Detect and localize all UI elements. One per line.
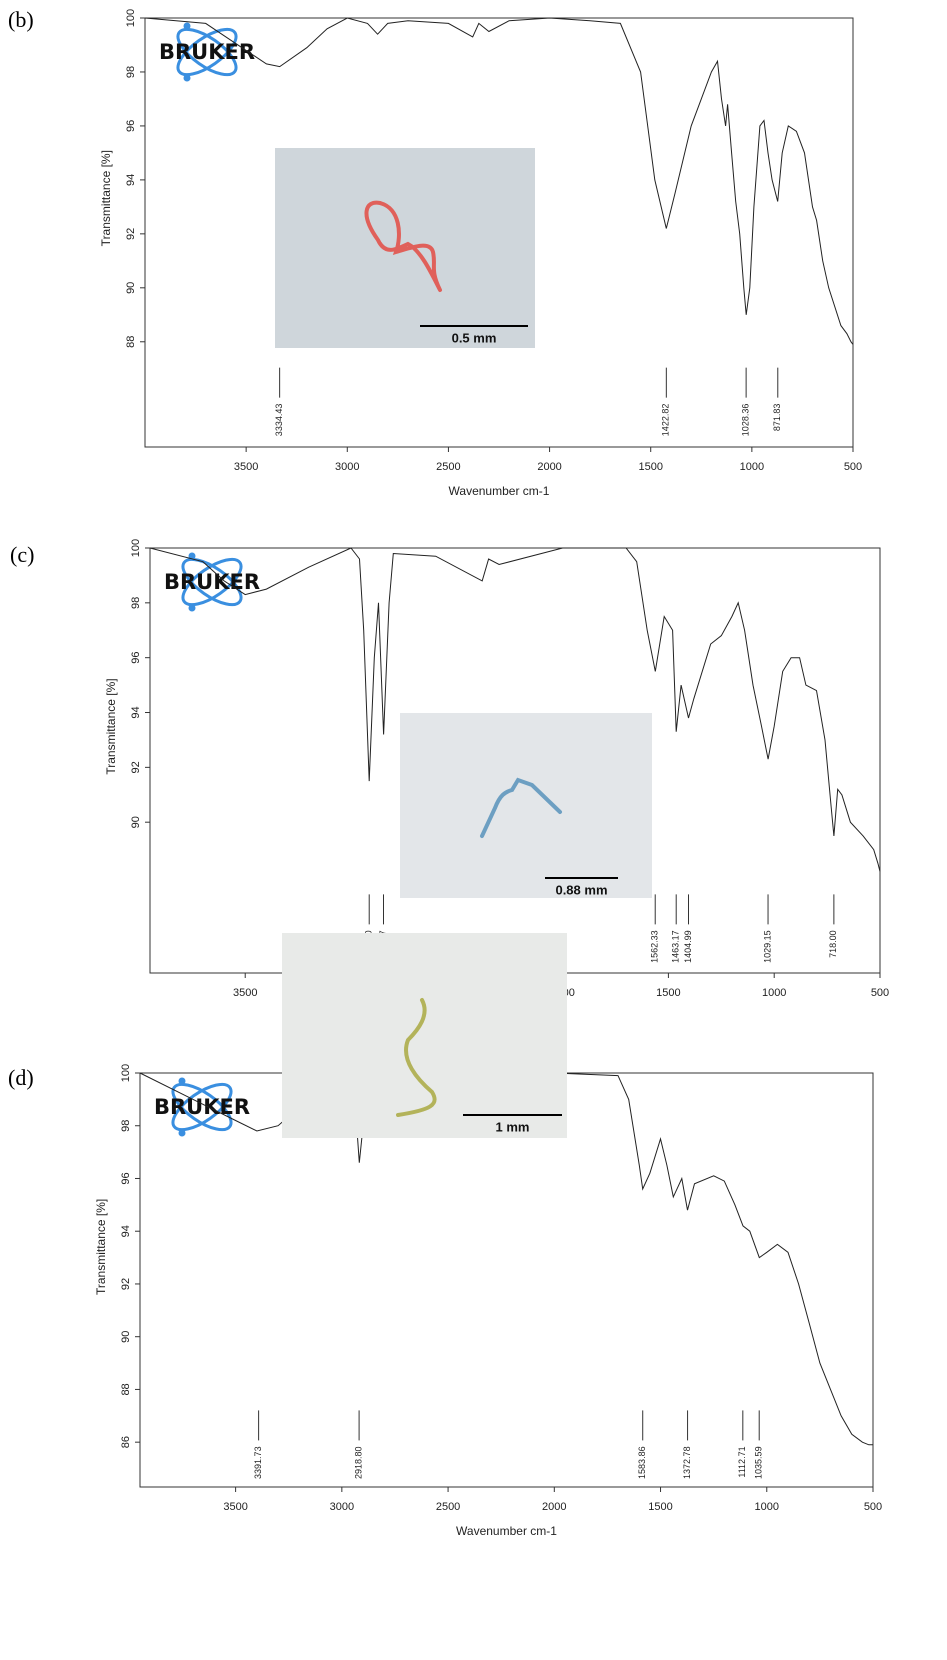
peak-label: 1562.33 [650, 930, 660, 963]
peak-label: 1422.82 [661, 404, 671, 437]
y-tick-label: 100 [120, 1064, 132, 1082]
peak-label: 1028.36 [740, 404, 750, 437]
x-tick-label: 3000 [335, 461, 359, 473]
y-tick-label: 94 [120, 1225, 132, 1237]
y-tick-label: 100 [130, 539, 142, 557]
x-tick-label: 2000 [542, 1501, 566, 1513]
y-tick-label: 92 [125, 228, 137, 240]
y-tick-label: 96 [120, 1172, 132, 1184]
spectrum-line [149, 547, 881, 872]
y-tick-label: 92 [120, 1278, 132, 1290]
logo-orbit [181, 557, 243, 607]
fiber [364, 200, 442, 292]
logo-orbit [176, 27, 238, 77]
peak-label: 1035.59 [754, 1446, 764, 1479]
x-tick-label: 3500 [234, 461, 258, 473]
logo-dot [188, 604, 196, 612]
peak-label: 1372.78 [682, 1446, 692, 1479]
peak-label: 3391.73 [253, 1446, 263, 1479]
x-axis-title: Wavenumber cm-1 [456, 1524, 557, 1538]
fiber [396, 998, 437, 1117]
y-tick-label: 86 [120, 1436, 132, 1448]
peak-label: 1029.15 [762, 930, 772, 963]
panel-label: (c) [10, 542, 34, 567]
y-tick-label: 90 [125, 282, 137, 294]
x-tick-label: 1000 [740, 461, 764, 473]
logo-dot [183, 22, 191, 30]
x-tick-label: 1500 [648, 1501, 672, 1513]
fiber [480, 777, 562, 838]
logo-orbit [176, 27, 238, 77]
x-tick-label: 1500 [638, 461, 662, 473]
y-tick-label: 96 [125, 120, 137, 132]
panel-label: (b) [8, 7, 34, 32]
logo-text: BRUKER [164, 570, 260, 594]
logo-text: BRUKER [159, 40, 255, 64]
y-tick-label: 98 [125, 66, 137, 78]
x-tick-label: 500 [844, 461, 862, 473]
peak-label: 1404.99 [683, 930, 693, 963]
logo-dot [178, 1129, 186, 1137]
y-axis-title: Transmittance [%] [104, 678, 118, 774]
y-axis-title: Transmittance [%] [94, 1199, 108, 1295]
y-tick-label: 94 [125, 174, 137, 186]
logo-dot [183, 74, 191, 82]
x-tick-label: 1000 [755, 1501, 779, 1513]
x-tick-label: 1000 [762, 987, 786, 999]
logo-orbit [171, 1082, 233, 1132]
peak-label: 871.83 [772, 404, 782, 432]
logo-dot [188, 552, 196, 560]
x-tick-label: 500 [871, 987, 889, 999]
peak-label: 1112.71 [737, 1446, 747, 1477]
logo-text: BRUKER [154, 1095, 250, 1119]
peak-label: 2918.80 [353, 1446, 363, 1479]
logo-dot [178, 1077, 186, 1085]
scale-label: 0.5 mm [452, 330, 497, 345]
inset-photo [282, 933, 567, 1138]
peak-label: 3334.43 [274, 404, 284, 437]
x-tick-label: 2500 [436, 1501, 460, 1513]
x-tick-label: 3000 [330, 1501, 354, 1513]
x-tick-label: 2000 [537, 461, 561, 473]
y-tick-label: 90 [130, 816, 142, 828]
y-tick-label: 88 [120, 1383, 132, 1395]
y-tick-label: 88 [125, 336, 137, 348]
y-tick-label: 98 [120, 1120, 132, 1132]
logo-orbit [181, 557, 243, 607]
scale-label: 1 mm [496, 1119, 530, 1134]
x-tick-label: 500 [864, 1501, 882, 1513]
x-axis-title: Wavenumber cm-1 [449, 484, 550, 498]
y-tick-label: 92 [130, 761, 142, 773]
spectrum-line [144, 17, 854, 345]
x-tick-label: 2500 [436, 461, 460, 473]
x-tick-label: 3500 [233, 987, 257, 999]
peak-label: 1583.86 [637, 1446, 647, 1479]
peak-label: 1463.17 [671, 930, 681, 963]
y-tick-label: 96 [130, 652, 142, 664]
panel-label: (d) [8, 1065, 34, 1090]
y-axis-title: Transmittance [%] [99, 150, 113, 246]
y-tick-label: 94 [130, 706, 142, 718]
y-tick-label: 100 [125, 9, 137, 27]
y-tick-label: 90 [120, 1331, 132, 1343]
plot-frame [144, 17, 854, 448]
logo-orbit [171, 1082, 233, 1132]
peak-label: 718.00 [828, 930, 838, 958]
x-tick-label: 1500 [656, 987, 680, 999]
x-tick-label: 3500 [223, 1501, 247, 1513]
scale-label: 0.88 mm [555, 882, 607, 897]
y-tick-label: 98 [130, 597, 142, 609]
inset-photo [400, 713, 652, 898]
